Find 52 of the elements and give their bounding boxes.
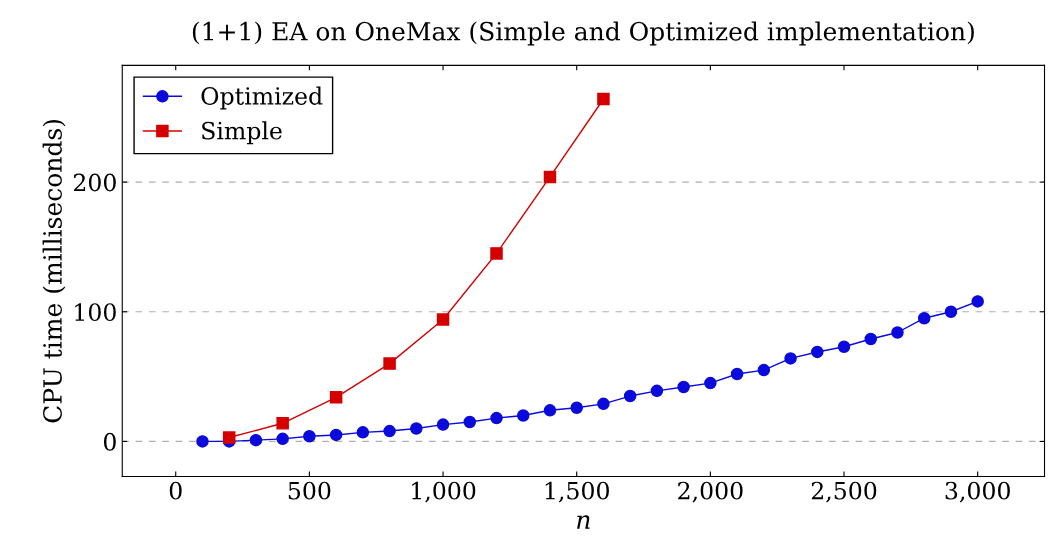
point [490, 411, 503, 425]
point [597, 397, 610, 411]
legend-label: Simple [202, 121, 282, 145]
point [677, 380, 690, 394]
point [356, 426, 370, 439]
point [436, 418, 450, 431]
point [329, 391, 343, 404]
x-tick-label: 3,000 [945, 481, 1010, 503]
y-tick-label: 0 [103, 432, 116, 451]
point [329, 428, 343, 442]
point [490, 247, 503, 260]
point [543, 170, 557, 184]
point [784, 352, 797, 365]
point [730, 367, 744, 381]
point [222, 431, 236, 444]
x-tick-label: 1,000 [412, 481, 476, 503]
x-tick-label: 1,500 [545, 481, 609, 503]
y-tick-label: 100 [75, 303, 116, 322]
point [704, 376, 717, 390]
x-tick-label: 0 [169, 481, 182, 500]
legend-label: Optimized [201, 86, 323, 110]
point [597, 92, 610, 106]
point [463, 415, 477, 429]
point [276, 417, 289, 430]
point [757, 363, 771, 377]
x-tick-label: 2,000 [678, 481, 743, 503]
point [623, 389, 637, 403]
point [543, 404, 557, 417]
point [276, 432, 289, 446]
point [249, 433, 263, 447]
y-axis-title: CPU time (milliseconds) [42, 119, 66, 423]
point [196, 435, 209, 448]
point [837, 340, 851, 354]
point [811, 345, 824, 359]
point [944, 305, 958, 319]
point [436, 313, 450, 326]
point [383, 424, 396, 438]
x-tick-label: 500 [288, 481, 331, 500]
point [516, 409, 530, 422]
point [891, 326, 904, 339]
point [650, 384, 664, 398]
x-axis-title: n [577, 515, 590, 529]
point [410, 422, 423, 435]
y-tick-label: 200 [73, 173, 116, 192]
point [864, 332, 878, 346]
point [917, 311, 931, 325]
point [971, 295, 984, 308]
point [303, 429, 316, 443]
point [570, 401, 583, 414]
x-tick-label: 2,500 [811, 481, 877, 503]
chart-title: (1+1) EA on OneMax (Simple and Optimized implementation) [192, 21, 974, 46]
point [383, 357, 396, 370]
